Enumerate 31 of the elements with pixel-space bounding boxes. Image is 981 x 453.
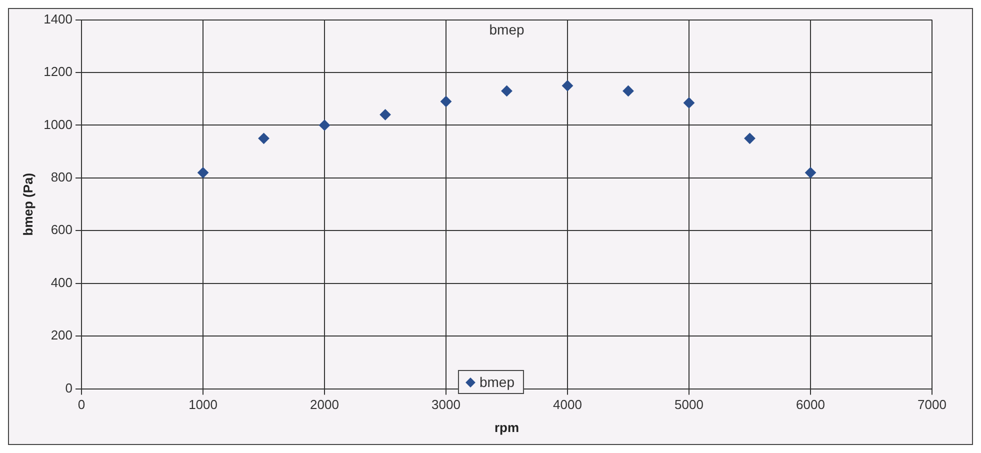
legend-label: bmep <box>479 374 515 390</box>
point <box>440 96 452 108</box>
point <box>684 97 695 108</box>
point <box>258 132 270 144</box>
point <box>744 132 756 144</box>
x-tick-label: 5000 <box>674 397 704 412</box>
y-tick-label: 800 <box>50 170 73 185</box>
point <box>622 85 634 96</box>
y-axis-title: bmep (Pa) <box>20 172 36 236</box>
y-tick-label: 1200 <box>44 64 73 80</box>
y-tick-label: 200 <box>50 328 73 343</box>
point <box>319 120 330 131</box>
point <box>562 80 574 92</box>
point <box>501 85 512 96</box>
y-tick-label: 1000 <box>44 116 73 132</box>
x-tick-label: 7000 <box>918 397 946 412</box>
x-tick-label: 4000 <box>553 397 582 412</box>
point <box>380 109 391 120</box>
y-tick-label: 400 <box>50 274 73 290</box>
y-tick-label: 1400 <box>44 11 73 26</box>
x-tick-label: 1000 <box>188 397 218 412</box>
chart-title: bmep <box>489 22 524 38</box>
x-axis-title: rpm <box>494 420 520 435</box>
x-tick-label: 6000 <box>796 397 825 412</box>
x-tick-label: 2000 <box>310 397 339 412</box>
point <box>805 167 816 178</box>
y-tick-label: 0 <box>65 380 73 396</box>
x-tick-label: 0 <box>78 397 86 412</box>
point <box>198 167 209 178</box>
x-tick-label: 3000 <box>432 397 460 412</box>
y-tick-label: 600 <box>50 222 73 238</box>
